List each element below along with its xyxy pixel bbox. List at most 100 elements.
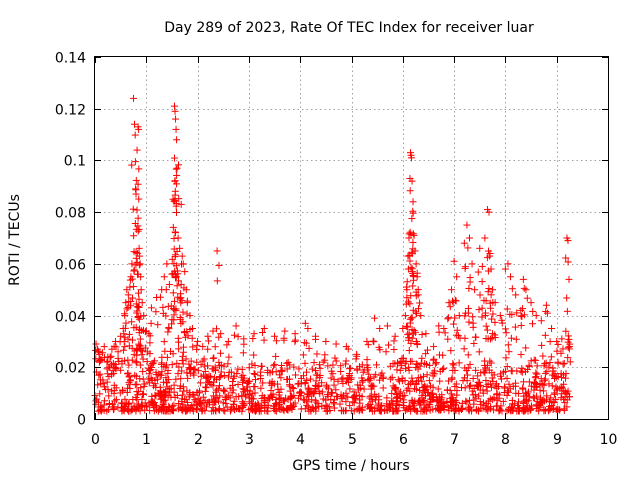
data-point [100,343,108,351]
data-point [446,386,454,394]
data-point [170,297,178,305]
data-point [203,373,211,381]
data-point [132,176,140,184]
data-point [413,340,421,348]
data-point [513,407,521,415]
data-point [490,394,498,402]
data-point [137,312,145,320]
chart-title: Day 289 of 2023, Rate Of TEC Index for r… [164,20,534,36]
data-point [375,399,383,407]
data-point [318,388,326,396]
data-point [359,368,367,376]
data-point [420,405,428,413]
data-point [537,317,545,325]
data-point [209,392,217,400]
data-point [146,339,154,347]
data-point [503,363,511,371]
data-point [322,337,330,345]
data-point [284,406,292,414]
data-point [363,356,371,364]
data-point [205,337,213,345]
data-point [465,318,473,326]
data-point [281,397,289,405]
data-point [440,325,448,332]
data-point [507,334,515,342]
data-point [178,406,186,414]
data-point [160,273,168,281]
data-point [224,373,232,381]
data-point [315,361,323,369]
data-point [414,305,422,313]
data-point [512,379,520,387]
data-point [485,285,493,293]
data-point [503,305,511,313]
data-point [536,402,544,410]
y-tick-label: 0.12 [55,103,86,119]
data-point [221,393,229,401]
data-point [497,402,505,410]
data-point [154,321,162,329]
data-point [152,371,160,379]
data-point [416,299,424,307]
data-point [136,375,144,383]
data-point [409,378,417,386]
data-point [119,387,127,395]
data-point [312,335,320,343]
data-point [517,351,525,359]
data-point [214,385,222,393]
x-tick-label: 9 [553,432,562,448]
data-point [533,392,541,400]
data-point [174,161,182,169]
data-point [128,405,136,413]
data-point [133,146,141,154]
data-point [461,264,469,272]
data-point [455,407,463,415]
data-point [447,347,455,355]
data-point [137,286,145,294]
data-point [486,250,494,258]
data-point [478,278,486,286]
data-point [322,396,330,404]
data-point [104,406,112,414]
data-point [564,258,572,266]
data-point [201,407,209,415]
data-point [100,383,108,391]
data-point [136,342,144,350]
data-point [444,335,452,343]
data-point [504,260,512,268]
data-point [229,400,237,408]
data-point [103,365,111,373]
data-point [271,360,279,368]
data-point [144,375,152,383]
data-point [118,407,126,415]
data-point [506,385,514,393]
data-point [383,394,391,402]
data-point [156,293,164,301]
data-point [563,396,571,404]
data-point [117,366,125,374]
data-point [297,405,305,413]
data-point [310,359,318,367]
data-points [91,94,574,415]
data-point [410,326,418,334]
data-point [107,352,115,360]
data-point [172,125,180,133]
data-point [177,375,185,383]
data-point [202,403,210,411]
data-point [470,339,478,347]
data-point [559,345,567,353]
data-point [542,307,550,315]
data-point [503,374,511,382]
data-point [439,365,447,373]
data-point [268,381,276,389]
data-point [204,345,212,353]
data-point [495,391,503,399]
data-point [363,337,371,345]
data-point [129,205,137,213]
data-point [505,348,513,356]
data-point [496,312,504,320]
data-point [157,395,165,403]
data-point [365,376,373,384]
data-point [408,314,416,322]
data-point [434,385,442,393]
